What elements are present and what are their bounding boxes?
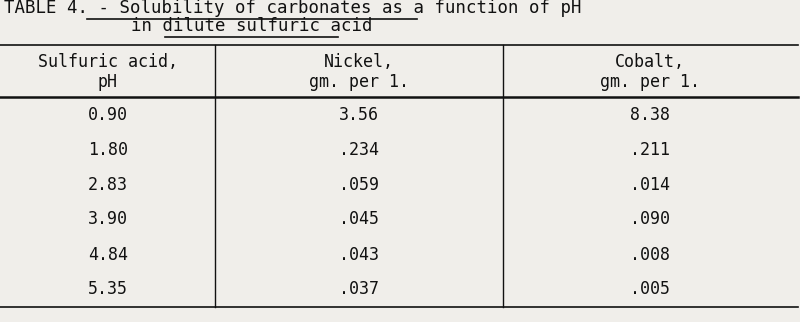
Text: .045: .045 bbox=[339, 211, 379, 229]
Text: 0.90: 0.90 bbox=[88, 106, 128, 124]
Text: 2.83: 2.83 bbox=[88, 175, 128, 194]
Text: .043: .043 bbox=[339, 245, 379, 263]
Text: .234: .234 bbox=[339, 140, 379, 158]
Text: Nickel,: Nickel, bbox=[324, 53, 394, 71]
Text: 3.56: 3.56 bbox=[339, 106, 379, 124]
Text: .005: .005 bbox=[630, 280, 670, 298]
Text: TABLE 4. - Solubility of carbonates as a function of pH: TABLE 4. - Solubility of carbonates as a… bbox=[4, 0, 582, 17]
Text: in dilute sulfuric acid: in dilute sulfuric acid bbox=[130, 17, 372, 35]
Text: .211: .211 bbox=[630, 140, 670, 158]
Text: Sulfuric acid,: Sulfuric acid, bbox=[38, 53, 178, 71]
Text: 3.90: 3.90 bbox=[88, 211, 128, 229]
Text: 4.84: 4.84 bbox=[88, 245, 128, 263]
Text: gm. per 1.: gm. per 1. bbox=[309, 73, 409, 91]
Text: 8.38: 8.38 bbox=[630, 106, 670, 124]
Text: .090: .090 bbox=[630, 211, 670, 229]
Text: pH: pH bbox=[98, 73, 118, 91]
Text: 5.35: 5.35 bbox=[88, 280, 128, 298]
Text: Cobalt,: Cobalt, bbox=[615, 53, 686, 71]
Text: .014: .014 bbox=[630, 175, 670, 194]
Text: gm. per 1.: gm. per 1. bbox=[600, 73, 700, 91]
Text: .008: .008 bbox=[630, 245, 670, 263]
Text: 1.80: 1.80 bbox=[88, 140, 128, 158]
Text: .059: .059 bbox=[339, 175, 379, 194]
Text: .037: .037 bbox=[339, 280, 379, 298]
